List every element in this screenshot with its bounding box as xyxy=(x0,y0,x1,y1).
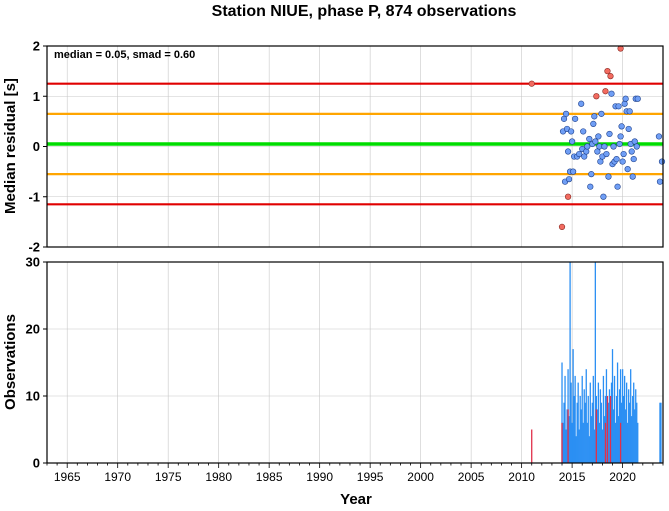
residual-y-axis-label: Median residual [s] xyxy=(2,78,19,214)
residual-point xyxy=(624,166,631,173)
x-tick-label: 1965 xyxy=(54,470,81,484)
residual-point xyxy=(630,155,637,163)
residual-point xyxy=(605,173,612,180)
residual-point xyxy=(576,150,583,158)
residual-point xyxy=(634,95,641,102)
y-tick-label: 0 xyxy=(33,456,40,471)
x-tick-label: 1975 xyxy=(155,470,182,484)
residual-point xyxy=(569,138,576,145)
residual-point xyxy=(592,138,599,145)
residual-point xyxy=(565,176,573,183)
residual-point xyxy=(628,148,635,155)
x-tick-label: 1995 xyxy=(357,470,384,484)
residual-grid xyxy=(47,45,663,248)
x-tick-label: 2000 xyxy=(407,470,434,484)
chart-title: Station NIUE, phase P, 874 observations xyxy=(212,3,517,20)
residual-point xyxy=(656,178,664,185)
residual-point xyxy=(610,143,617,150)
residual-point xyxy=(587,183,594,190)
observations-y-axis-label: Observations xyxy=(2,314,19,410)
residual-point xyxy=(629,173,636,180)
residual-panel: -2 -1 0 1 2 median = 0.05, smad = 0.60 Media… xyxy=(2,39,666,255)
y-tick-label: 0 xyxy=(33,139,40,154)
residual-point xyxy=(621,100,628,107)
observations-frame xyxy=(46,261,664,464)
residual-point xyxy=(617,133,624,140)
residual-annotation: median = 0.05, smad = 0.60 xyxy=(54,49,195,61)
outlier-point xyxy=(558,223,566,230)
residual-point xyxy=(583,148,590,155)
residual-point xyxy=(625,125,632,133)
outlier-point xyxy=(607,73,614,80)
residual-point xyxy=(568,128,575,135)
residual-point xyxy=(622,95,629,102)
y-tick-label: 20 xyxy=(26,322,40,337)
residual-point xyxy=(615,103,622,110)
residual-reference-lines xyxy=(47,82,663,206)
residual-point xyxy=(590,120,597,127)
y-tick-label: 30 xyxy=(26,255,40,270)
residual-point xyxy=(572,115,579,122)
x-tick-label: 2005 xyxy=(458,470,485,484)
outlier-point xyxy=(528,80,535,87)
residual-point xyxy=(580,128,587,135)
residual-point xyxy=(564,148,572,155)
residual-point xyxy=(655,133,663,140)
x-axis-label: Year xyxy=(340,491,372,508)
outlier-point xyxy=(604,68,611,75)
residual-y-tick-labels: -2 -1 0 1 2 xyxy=(28,39,47,255)
observations-panel: 0 10 20 30 1965 1970 1975 1980 1985 1990 1995 2000… xyxy=(2,255,664,508)
residual-point xyxy=(601,143,608,150)
residual-point xyxy=(591,113,598,120)
residual-point xyxy=(620,150,627,158)
residual-point xyxy=(616,140,623,148)
x-tick-label: 2015 xyxy=(559,470,586,484)
residual-point xyxy=(570,168,577,175)
residual-point xyxy=(633,143,640,150)
x-tick-label: 2020 xyxy=(609,470,636,484)
residual-point xyxy=(606,130,613,138)
y-tick-label: -2 xyxy=(28,240,40,255)
y-tick-label: 2 xyxy=(33,39,40,54)
residual-point xyxy=(584,143,591,150)
residual-point xyxy=(603,150,610,158)
residual-point xyxy=(578,100,585,107)
residual-point xyxy=(614,183,621,190)
outlier-point xyxy=(564,193,572,200)
x-tick-label: 1980 xyxy=(205,470,232,484)
residual-points xyxy=(528,45,666,230)
residual-point xyxy=(619,158,626,165)
residual-point xyxy=(595,133,602,140)
residual-point xyxy=(600,193,607,200)
outlier-point xyxy=(593,93,600,100)
observations-bars xyxy=(531,262,662,463)
x-tick-label: 1990 xyxy=(306,470,333,484)
x-tick-label: 1985 xyxy=(256,470,283,484)
residual-point xyxy=(562,110,570,117)
residual-point xyxy=(588,171,595,178)
residual-point xyxy=(613,155,620,163)
residual-point xyxy=(608,90,615,97)
y-tick-label: -1 xyxy=(28,189,40,204)
observations-x-tick-labels: 1965 1970 1975 1980 1985 1990 1995 2000 2005 2010… xyxy=(46,463,664,484)
residual-point xyxy=(658,158,666,165)
residual-point xyxy=(586,135,593,143)
residual-point xyxy=(618,123,625,130)
residual-point xyxy=(598,110,605,117)
observations-y-tick-labels: 0 10 20 30 xyxy=(26,255,47,471)
y-tick-label: 1 xyxy=(33,89,40,104)
x-tick-label: 2010 xyxy=(508,470,535,484)
x-tick-label: 1970 xyxy=(104,470,131,484)
outlier-point xyxy=(602,88,609,95)
y-tick-label: 10 xyxy=(26,389,40,404)
residual-point xyxy=(626,108,633,115)
